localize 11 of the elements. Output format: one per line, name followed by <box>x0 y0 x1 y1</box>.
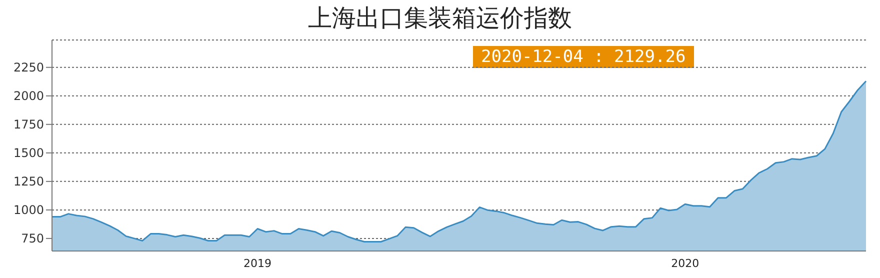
y-tick-label: 1250 <box>13 174 44 189</box>
y-tick-label: 750 <box>21 232 44 246</box>
x-tick-label: 2019 <box>244 256 272 270</box>
y-tick-label: 2000 <box>13 89 44 104</box>
x-tick-label: 2020 <box>671 256 700 270</box>
annotation: 2020-12-04 : 2129.26 <box>473 46 694 68</box>
y-tick-label: 1500 <box>13 146 44 160</box>
y-tick-label: 1750 <box>13 118 44 132</box>
y-tick-label: 1000 <box>13 203 44 218</box>
y-tick-label: 2250 <box>13 60 44 75</box>
chart-title: 上海出口集装箱运价指数 <box>307 3 573 34</box>
